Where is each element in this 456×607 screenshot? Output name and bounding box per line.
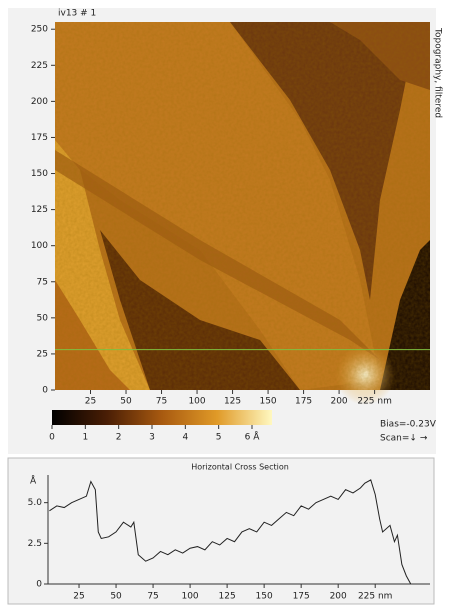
image-title: iv13 # 1 bbox=[58, 9, 96, 19]
bias-label: Bias=-0.23V bbox=[380, 420, 437, 430]
x-tick-label: 25 bbox=[85, 397, 96, 407]
colorbar-tick-label: 3 bbox=[149, 433, 155, 443]
y-tick-label: 150 bbox=[31, 169, 48, 179]
x-tick-label: 125 bbox=[219, 592, 236, 602]
y-tick-label: 125 bbox=[31, 205, 48, 215]
colorbar-tick-label: 1 bbox=[82, 433, 88, 443]
cross-section-panel bbox=[7, 457, 435, 605]
x-tick-label: 50 bbox=[110, 592, 122, 602]
x-tick-label: 75 bbox=[156, 397, 167, 407]
colorbar-tick-label: 0 bbox=[49, 433, 55, 443]
x-tick-label: 175 bbox=[295, 397, 312, 407]
y-tick-label: 200 bbox=[31, 97, 48, 107]
y-tick-label: 25 bbox=[37, 349, 48, 359]
x-tick-label: 125 bbox=[224, 397, 241, 407]
colorbar bbox=[52, 410, 272, 425]
x-tick-label: 150 bbox=[259, 397, 276, 407]
x-tick-label: 100 bbox=[188, 397, 205, 407]
y-tick-label: 225 bbox=[31, 61, 48, 71]
x-tick-label: 175 bbox=[293, 592, 310, 602]
x-tick-label: 225 nm bbox=[357, 397, 392, 407]
x-tick-label: 100 bbox=[181, 592, 198, 602]
x-tick-label: 200 bbox=[330, 397, 347, 407]
y-axis-label: Å bbox=[30, 475, 37, 487]
colorbar-tick-label: 2 bbox=[116, 433, 122, 443]
y-tick-label: 0 bbox=[36, 580, 42, 590]
x-tick-label: 225 nm bbox=[358, 592, 393, 602]
y-tick-label: 100 bbox=[31, 241, 48, 251]
scan-label: Scan=↓ → bbox=[380, 434, 428, 444]
side-label: Topography, filtered bbox=[433, 27, 443, 118]
x-tick-label: 50 bbox=[120, 397, 132, 407]
x-tick-label: 200 bbox=[330, 592, 347, 602]
topography-image bbox=[55, 22, 430, 405]
y-tick-label: 75 bbox=[37, 277, 48, 287]
y-tick-label: 5.0 bbox=[28, 498, 43, 508]
y-tick-label: 50 bbox=[37, 313, 49, 323]
y-tick-label: 175 bbox=[31, 133, 48, 143]
chart-title: Horizontal Cross Section bbox=[191, 463, 289, 472]
y-tick-label: 250 bbox=[31, 25, 48, 35]
y-tick-label: 2.5 bbox=[28, 539, 42, 549]
x-tick-label: 25 bbox=[73, 592, 84, 602]
colorbar-tick-label: 4 bbox=[182, 433, 188, 443]
profile-line bbox=[49, 479, 412, 585]
x-tick-label: 150 bbox=[256, 592, 273, 602]
colorbar-tick-label: 6 Å bbox=[245, 431, 261, 443]
y-tick-label: 0 bbox=[42, 386, 48, 396]
colorbar-tick-label: 5 bbox=[216, 433, 222, 443]
x-tick-label: 75 bbox=[147, 592, 158, 602]
